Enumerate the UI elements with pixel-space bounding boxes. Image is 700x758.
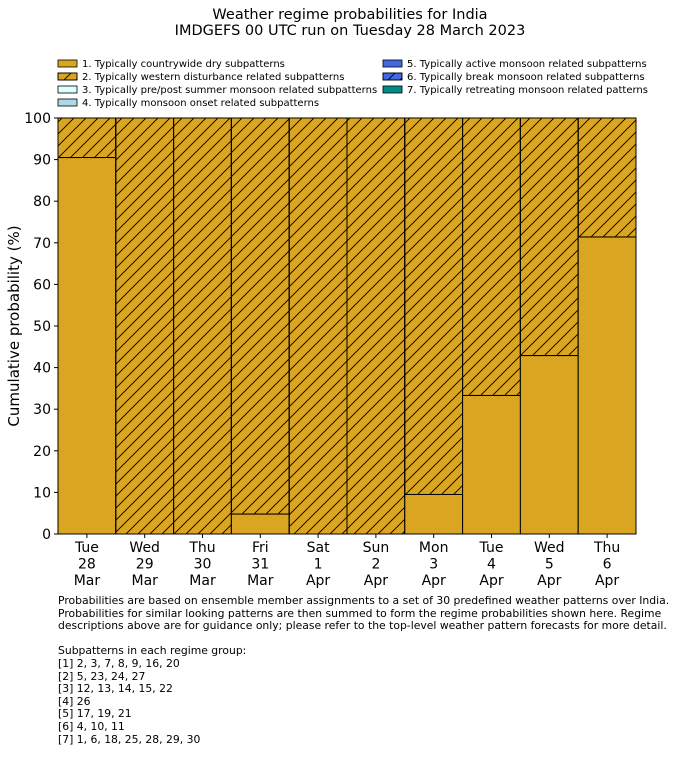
bar-segment-hatch bbox=[173, 117, 232, 535]
bar-segment bbox=[577, 236, 637, 535]
legend-label: 4. Typically monsoon onset related subpa… bbox=[82, 98, 319, 109]
x-tick-label: 4 bbox=[487, 557, 496, 573]
bar-segment bbox=[57, 157, 117, 535]
bar-segment-hatch bbox=[577, 117, 637, 238]
x-tick-label: Fri bbox=[252, 540, 269, 556]
x-tick-label: Mar bbox=[131, 573, 158, 589]
x-tick-label: Thu bbox=[593, 540, 620, 556]
legend-swatch bbox=[57, 98, 78, 107]
y-tick-label: 100 bbox=[24, 111, 51, 127]
y-tick-label: 10 bbox=[33, 485, 51, 501]
x-tick-label: Apr bbox=[537, 573, 561, 589]
y-tick-label: 90 bbox=[33, 153, 51, 169]
x-tick-label: 28 bbox=[78, 557, 96, 573]
legend-label: 7. Typically retreating monsoon related … bbox=[407, 85, 648, 96]
chart-title: Weather regime probabilities for India bbox=[212, 7, 487, 23]
bar-segment bbox=[462, 394, 521, 535]
bar-segment bbox=[230, 513, 290, 535]
x-tick-label: Apr bbox=[364, 573, 388, 589]
bar-segment-hatch bbox=[57, 117, 117, 159]
x-tick-label: Apr bbox=[595, 573, 619, 589]
y-tick-label: 0 bbox=[42, 527, 51, 543]
bar-segment-hatch bbox=[346, 117, 406, 535]
x-tick-label: Tue bbox=[74, 540, 99, 556]
legend-label: 2. Typically western disturbance related… bbox=[82, 72, 344, 83]
legend-label: 3. Typically pre/post summer monsoon rel… bbox=[82, 85, 377, 96]
x-tick-label: 1 bbox=[314, 557, 323, 573]
x-tick-label: Wed bbox=[129, 540, 160, 556]
y-tick-label: 20 bbox=[33, 444, 51, 460]
y-tick-label: 60 bbox=[33, 277, 51, 293]
y-axis-label: Cumulative probability (%) bbox=[5, 225, 23, 426]
legend-label: 6. Typically break monsoon related subpa… bbox=[407, 72, 645, 83]
y-tick-label: 50 bbox=[33, 319, 51, 335]
x-tick-label: 5 bbox=[545, 557, 554, 573]
y-tick-label: 30 bbox=[33, 402, 51, 418]
legend-swatch bbox=[382, 85, 403, 94]
x-tick-label: 30 bbox=[194, 557, 212, 573]
bar-segment-hatch bbox=[115, 117, 175, 535]
x-tick-label: Sun bbox=[363, 540, 390, 556]
bar-segment bbox=[404, 493, 464, 535]
bar-segment-hatch bbox=[519, 117, 579, 357]
x-tick-label: 29 bbox=[136, 557, 154, 573]
notes-text: Probabilities are based on ensemble memb… bbox=[58, 594, 670, 746]
legend-swatch-hatch bbox=[382, 72, 403, 81]
chart-subtitle: IMDGEFS 00 UTC run on Tuesday 28 March 2… bbox=[175, 23, 526, 39]
x-tick-label: Mon bbox=[419, 540, 449, 556]
bars bbox=[57, 117, 637, 535]
legend-label: 5. Typically active monsoon related subp… bbox=[407, 59, 647, 70]
legend-swatch-hatch bbox=[57, 72, 78, 81]
bar-segment-hatch bbox=[288, 117, 348, 535]
plot-frame bbox=[57, 117, 637, 535]
x-tick-label: 6 bbox=[603, 557, 612, 573]
x-tick-label: Apr bbox=[306, 573, 330, 589]
legend: 1. Typically countrywide dry subpatterns… bbox=[57, 59, 648, 109]
x-tick-label: Mar bbox=[247, 573, 274, 589]
x-tick-label: Mar bbox=[189, 573, 216, 589]
axes: Tue28MarWed29MarThu30MarFri31MarSat1AprS… bbox=[24, 111, 637, 589]
x-tick-label: Sat bbox=[307, 540, 330, 556]
y-tick-label: 70 bbox=[33, 236, 51, 252]
legend-swatch bbox=[382, 59, 403, 68]
bar-segment-hatch bbox=[404, 117, 464, 495]
x-tick-label: 2 bbox=[371, 557, 380, 573]
x-tick-label: Wed bbox=[534, 540, 565, 556]
x-tick-label: 3 bbox=[429, 557, 438, 573]
legend-swatch bbox=[57, 59, 78, 68]
x-tick-label: Tue bbox=[479, 540, 504, 556]
bar-segment bbox=[519, 355, 579, 535]
bar-segment-hatch bbox=[230, 117, 290, 515]
x-tick-label: Apr bbox=[479, 573, 503, 589]
bar-segment-hatch bbox=[462, 117, 521, 396]
y-tick-label: 80 bbox=[33, 194, 51, 210]
legend-label: 1. Typically countrywide dry subpatterns bbox=[82, 59, 285, 70]
legend-swatch bbox=[57, 85, 78, 94]
x-tick-label: Mar bbox=[74, 573, 101, 589]
x-tick-label: 31 bbox=[251, 557, 269, 573]
x-tick-label: Apr bbox=[422, 573, 446, 589]
x-tick-label: Thu bbox=[188, 540, 215, 556]
y-tick-label: 40 bbox=[33, 361, 51, 377]
